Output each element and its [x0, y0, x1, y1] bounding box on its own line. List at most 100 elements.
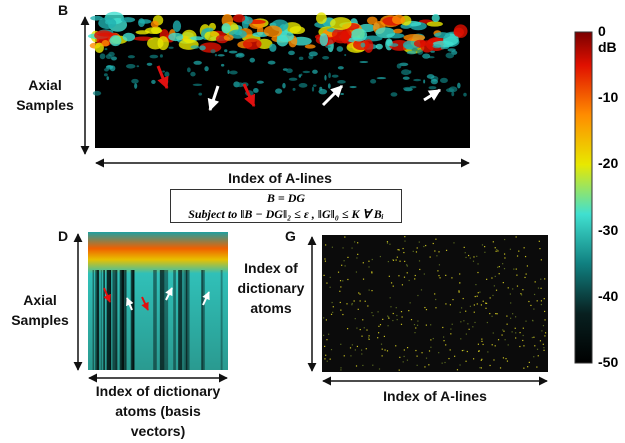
- texture: [92, 270, 94, 370]
- texture: [404, 44, 414, 50]
- texture: [468, 328, 470, 330]
- texture: [185, 270, 188, 370]
- texture: [92, 90, 102, 96]
- texture: [497, 250, 499, 252]
- texture: [379, 255, 381, 258]
- colorbar-tick-label: -20: [598, 155, 619, 172]
- texture: [434, 293, 436, 295]
- texture: [416, 364, 418, 366]
- texture: [410, 319, 413, 321]
- texture: [445, 274, 447, 276]
- texture: [395, 307, 397, 309]
- texture: [328, 333, 330, 335]
- texture: [400, 311, 403, 313]
- texture: [344, 265, 346, 267]
- texture: [382, 318, 384, 320]
- texture: [472, 260, 475, 262]
- texture: [538, 240, 540, 242]
- texture: [479, 367, 481, 369]
- texture: [217, 54, 225, 57]
- texture: [330, 313, 333, 315]
- texture: [404, 260, 406, 262]
- texture: [445, 249, 448, 251]
- texture: [220, 63, 225, 67]
- texture: [403, 355, 405, 358]
- texture: [465, 333, 467, 335]
- texture: [353, 241, 356, 243]
- texture: [530, 304, 532, 307]
- texture: [110, 56, 117, 61]
- texture: [363, 39, 374, 53]
- texture: [472, 358, 475, 360]
- texture: [502, 281, 504, 284]
- texture: [515, 236, 517, 238]
- texture: [505, 358, 507, 360]
- texture: [390, 306, 392, 308]
- texture: [99, 53, 106, 60]
- texture: [311, 86, 315, 92]
- texture: [536, 366, 538, 368]
- texture: [404, 236, 406, 238]
- texture: [349, 85, 357, 89]
- texture: [533, 308, 535, 310]
- texture: [331, 74, 339, 78]
- texture: [403, 276, 406, 278]
- texture: [356, 257, 358, 259]
- texture: [372, 364, 374, 366]
- x-axis-label: Index of A-lines: [228, 170, 332, 186]
- texture: [383, 335, 386, 338]
- texture: [341, 264, 343, 266]
- texture: [473, 304, 475, 306]
- texture: [424, 366, 426, 368]
- texture: [343, 355, 345, 357]
- texture: [495, 313, 497, 315]
- texture: [426, 21, 443, 27]
- texture: [323, 317, 325, 319]
- texture: [375, 27, 396, 39]
- texture: [402, 361, 404, 363]
- texture: [493, 285, 495, 287]
- texture: [393, 28, 403, 34]
- texture: [199, 42, 222, 53]
- texture: [465, 256, 467, 259]
- texture: [486, 321, 488, 324]
- texture: [368, 289, 370, 291]
- texture: [168, 46, 174, 49]
- texture: [396, 314, 398, 317]
- texture: [432, 242, 434, 245]
- texture: [402, 247, 404, 250]
- texture: [497, 266, 499, 268]
- panel-label: D: [58, 228, 69, 244]
- texture: [504, 339, 506, 341]
- texture: [492, 332, 494, 334]
- texture: [331, 246, 333, 248]
- texture: [519, 332, 521, 334]
- texture: [314, 21, 330, 29]
- texture: [525, 320, 527, 322]
- texture: [459, 282, 461, 284]
- texture: [481, 358, 483, 360]
- texture: [477, 343, 480, 345]
- texture: [267, 60, 276, 65]
- texture: [159, 270, 165, 370]
- texture: [400, 323, 403, 325]
- texture: [428, 86, 437, 90]
- texture: [484, 251, 486, 253]
- texture: [201, 270, 203, 370]
- texture: [514, 316, 517, 318]
- texture: [536, 348, 539, 350]
- texture: [460, 321, 462, 323]
- texture: [540, 259, 542, 261]
- texture: [502, 263, 504, 265]
- texture: [545, 332, 547, 334]
- texture: [366, 329, 368, 331]
- texture: [337, 66, 344, 70]
- texture: [340, 309, 342, 311]
- texture: [426, 74, 435, 79]
- texture: [432, 44, 442, 49]
- texture: [127, 55, 135, 59]
- texture: [377, 337, 379, 339]
- texture: [384, 349, 386, 351]
- texture: [378, 325, 380, 327]
- colorbar-tick-label: 0 dB: [598, 23, 617, 55]
